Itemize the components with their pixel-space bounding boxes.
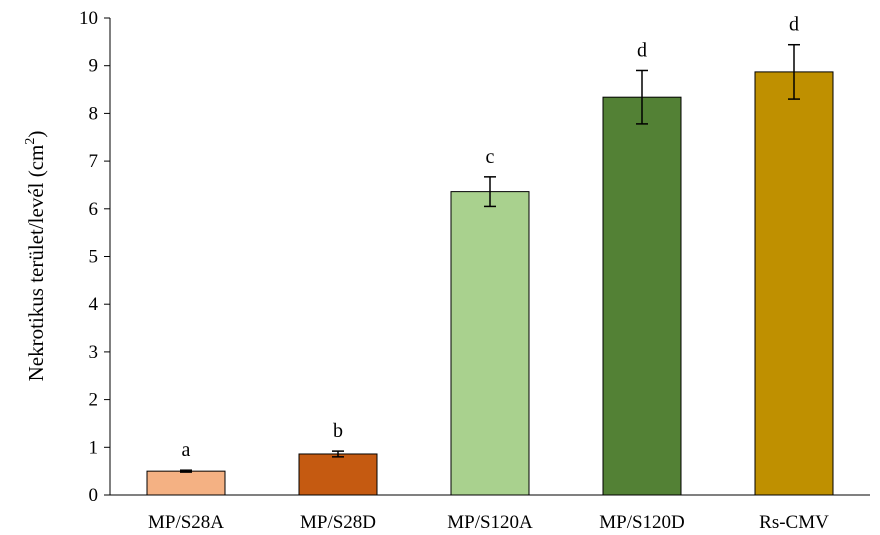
error-bars [180,43,800,473]
y-tick-label: 5 [89,247,99,268]
category-label: MP/S28D [300,512,376,533]
y-axis-title-suffix: ) [24,131,48,138]
y-tick-label: 2 [89,390,99,411]
y-tick-label: 4 [89,294,99,315]
category-label: MP/S120A [447,512,533,533]
significance-label: c [486,146,495,168]
significance-label: d [637,39,647,61]
category-labels: MP/S28A MP/S28D MP/S120A MP/S120D Rs-CMV [148,512,829,533]
bar-mp-s28a [146,470,226,496]
significance-label: a [182,439,191,461]
bar-mp-s120d [602,96,682,496]
y-axis: 0 1 2 3 4 5 6 7 8 9 10 [79,8,111,506]
significance-label: b [333,420,343,442]
y-axis-title-superscript: 2 [23,138,38,145]
y-tick-label: 1 [89,437,99,458]
bar-mp-s28d [298,453,378,496]
y-tick-label: 10 [79,8,98,29]
bar-rs-cmv [754,71,834,496]
y-tick-label: 7 [89,151,99,172]
y-tick-label: 3 [89,342,99,363]
y-tick-label: 8 [89,103,99,124]
y-axis-title-text: Nekrotikus terület/levél (cm [24,145,48,382]
y-tick-label: 0 [89,485,99,506]
category-label: MP/S28A [148,512,224,533]
significance-label: d [789,14,799,36]
svg-text:Nekrotikus terület/levél (cm2): Nekrotikus terület/levél (cm2) [23,131,48,382]
y-tick-label: 9 [89,56,99,77]
bar-mp-s120a [450,191,530,496]
bars [146,71,834,496]
significance-labels: a b c d d [182,14,799,461]
y-tick-label: 6 [89,199,99,220]
y-axis-title: Nekrotikus terület/levél (cm2) [23,131,48,382]
category-label: Rs-CMV [759,512,829,533]
category-label: MP/S120D [599,512,685,533]
